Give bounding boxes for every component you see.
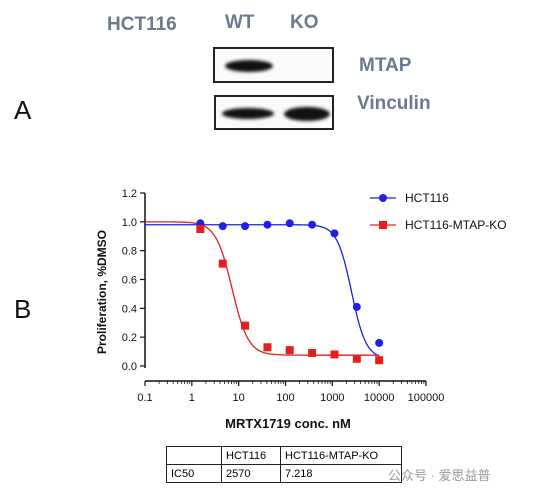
y-tick-label: 0.6 — [122, 275, 137, 287]
data-point — [218, 259, 227, 268]
table-header-cell — [166, 446, 222, 465]
data-point — [375, 338, 384, 347]
legend-label: HCT116-MTAP-KO — [405, 218, 507, 232]
cell-line-label: HCT116 — [107, 14, 177, 35]
legend-marker — [379, 194, 387, 202]
y-tick-label: 0.0 — [122, 361, 137, 373]
legend-label: HCT116 — [405, 191, 449, 205]
y-axis-label: Proliferation, %DMSO — [95, 230, 109, 354]
data-point — [285, 346, 294, 355]
ic50-table: HCT116 HCT116-MTAP-KO IC50 2570 7.218 — [166, 446, 402, 483]
table-cell: 7.218 — [280, 464, 402, 483]
x-tick-label: 100000 — [408, 392, 445, 404]
chart-legend: HCT116 HCT116-MTAP-KO — [370, 191, 507, 232]
panel-b-letter: B — [14, 294, 32, 324]
x-tick-label: 10000 — [364, 392, 395, 404]
legend-marker — [379, 221, 387, 229]
lane-label-ko: KO — [290, 12, 319, 33]
table-header-row: HCT116 HCT116-MTAP-KO — [166, 446, 402, 465]
vinculin-blot — [214, 95, 334, 130]
data-point — [375, 356, 384, 365]
vinculin-band-ko — [284, 107, 330, 121]
x-axis-label: MRTX1719 conc. nM — [225, 416, 351, 431]
y-tick-label: 0.8 — [122, 246, 137, 258]
data-points — [196, 219, 384, 365]
data-point — [241, 321, 250, 330]
dose-response-chart: 0.0 0.2 0.4 0.6 0.8 1.0 1.2 0.1 1 10 100 1000 10000 1… — [95, 188, 507, 431]
data-point — [352, 354, 361, 363]
y-tick-label: 1.0 — [122, 217, 137, 229]
fit-curves — [145, 221, 380, 357]
data-point — [241, 222, 250, 231]
x-tick-label: 1000 — [320, 392, 344, 404]
table-header-cell: HCT116 — [221, 446, 281, 465]
x-tick-label: 1 — [189, 392, 195, 404]
fit-curve-hct116 — [145, 224, 380, 357]
vinculin-label: Vinculin — [357, 93, 431, 114]
data-point — [330, 350, 339, 359]
y-tick-label: 0.2 — [122, 332, 137, 344]
data-point — [330, 229, 339, 238]
vinculin-band-wt — [222, 108, 274, 119]
data-point — [352, 302, 361, 311]
data-point — [308, 349, 317, 358]
data-point — [308, 220, 317, 229]
x-tick-label: 10 — [233, 392, 245, 404]
data-point — [218, 222, 227, 231]
x-tick-label: 100 — [276, 392, 294, 404]
mtap-band-wt — [225, 60, 273, 72]
mtap-blot — [213, 47, 334, 83]
y-tick-label: 1.2 — [122, 188, 137, 200]
data-point — [263, 220, 272, 229]
x-tick-label: 0.1 — [137, 392, 152, 404]
fit-curve-hct116-mtap-ko — [145, 221, 380, 356]
table-row: IC50 2570 7.218 — [166, 464, 402, 483]
data-point — [285, 219, 294, 228]
data-point — [196, 225, 205, 234]
table-cell: IC50 — [166, 464, 222, 483]
panel-a-letter: A — [14, 95, 32, 125]
mtap-label: MTAP — [359, 55, 412, 76]
chart-axes: 0.0 0.2 0.4 0.6 0.8 1.0 1.2 0.1 1 10 100 1000 10000 1… — [122, 188, 445, 404]
y-tick-label: 0.4 — [122, 303, 137, 315]
table-cell: 2570 — [221, 464, 281, 483]
lane-label-wt: WT — [225, 12, 255, 33]
data-point — [263, 343, 272, 352]
table-header-cell: HCT116-MTAP-KO — [280, 446, 402, 465]
watermark: 公众号 · 爱思益普 — [388, 468, 491, 483]
